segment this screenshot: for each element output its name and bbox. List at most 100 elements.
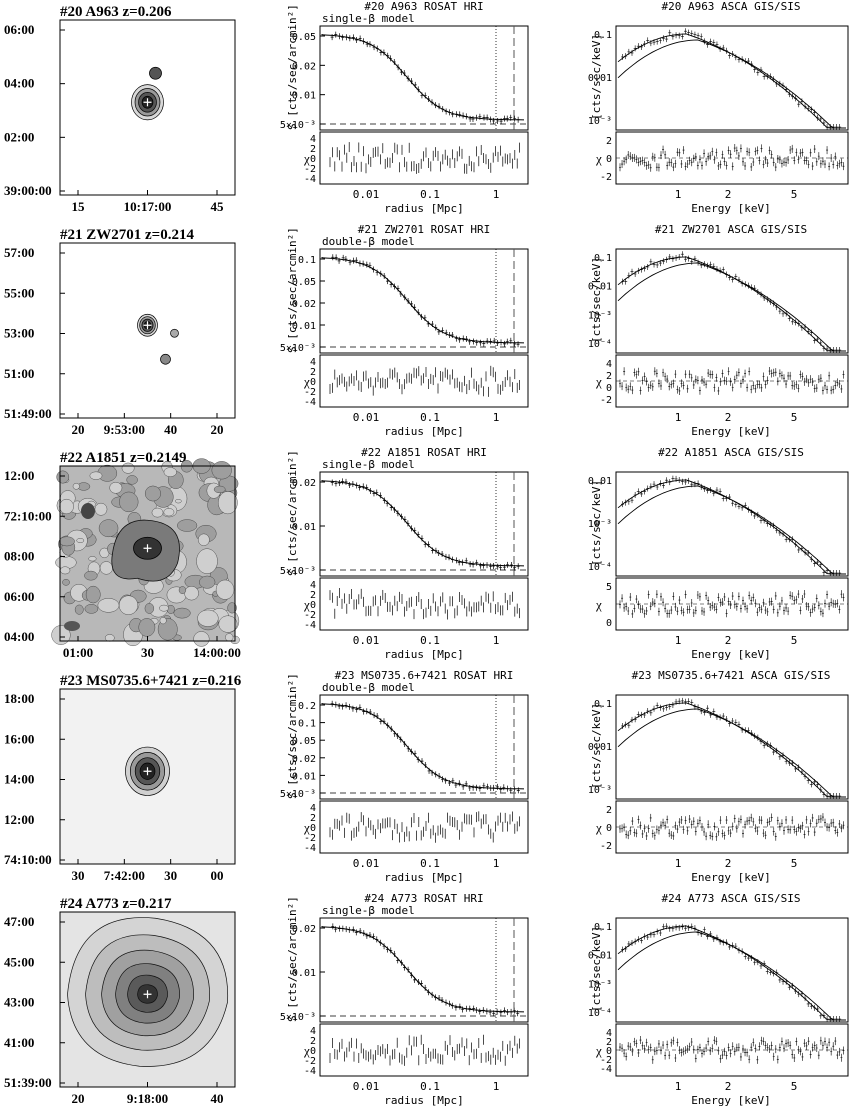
residual-point bbox=[641, 829, 644, 838]
profile-data-point bbox=[499, 1009, 503, 1016]
residual-point bbox=[756, 608, 759, 617]
residual-point bbox=[758, 815, 761, 824]
spectrum-data-point bbox=[702, 926, 706, 933]
spectrum-data-point bbox=[687, 255, 691, 262]
spectrum-data-point bbox=[690, 699, 694, 706]
ra-tick-label: 40 bbox=[211, 1091, 224, 1106]
residual-point bbox=[750, 162, 753, 171]
profile-data-point bbox=[430, 991, 434, 998]
noise-blob bbox=[72, 482, 80, 490]
spectrum-data-point bbox=[721, 266, 725, 273]
spectrum-data-point bbox=[775, 304, 779, 311]
residual-point bbox=[840, 384, 843, 393]
residual-point bbox=[764, 155, 767, 164]
noise-blob bbox=[98, 519, 119, 538]
chi-ytick: -2 bbox=[304, 387, 316, 398]
spectrum-data-point bbox=[800, 990, 804, 997]
profile-data-point bbox=[368, 41, 372, 48]
spectrum-data-point bbox=[838, 1016, 842, 1022]
residual-point bbox=[666, 609, 669, 618]
profile-ytick: 0.1 bbox=[298, 719, 316, 730]
noise-blob bbox=[163, 508, 175, 517]
noise-blob bbox=[218, 615, 238, 633]
chi-ytick: 4 bbox=[310, 134, 316, 145]
spectrum-data-point bbox=[655, 702, 659, 709]
spectrum-data-point bbox=[696, 259, 700, 266]
spectrum-data-point bbox=[712, 263, 716, 270]
spectrum-data-point bbox=[734, 719, 738, 726]
spectrum-data-point bbox=[671, 475, 675, 482]
residual-point bbox=[770, 150, 773, 159]
residual-point bbox=[645, 161, 648, 170]
profile-data-point bbox=[409, 748, 413, 755]
residual-point bbox=[770, 1041, 773, 1050]
residual-point bbox=[637, 367, 640, 376]
residual-point bbox=[696, 591, 699, 600]
residual-point bbox=[717, 593, 720, 602]
profile-data-point bbox=[365, 932, 369, 939]
residual-point bbox=[758, 1042, 761, 1051]
spectrum-data-point bbox=[753, 732, 757, 739]
spectrum-ytick: 0.01 bbox=[588, 282, 612, 293]
profile-data-point bbox=[399, 736, 403, 743]
spectrum-data-point bbox=[790, 982, 794, 989]
chi-ytick: -2 bbox=[600, 841, 612, 852]
ra-tick-label: 20 bbox=[72, 1091, 85, 1106]
profile-data-point bbox=[417, 979, 421, 986]
spectrum-data-point bbox=[696, 32, 700, 39]
residual-point bbox=[627, 385, 630, 394]
spectrum-data-point bbox=[633, 716, 637, 723]
residual-point bbox=[649, 813, 652, 822]
profile-data-point bbox=[392, 283, 396, 290]
profile-data-point bbox=[382, 943, 386, 950]
profile-data-point bbox=[368, 262, 372, 269]
profile-data-point bbox=[454, 335, 458, 342]
profile-data-point bbox=[468, 115, 472, 122]
profile-data-point bbox=[351, 705, 355, 712]
profile-data-point bbox=[461, 783, 465, 790]
residual-point bbox=[725, 816, 728, 825]
cluster-row-23: #23 MS0735.6+7421 z=0.216 18:00 16:00 14:00… bbox=[0, 669, 851, 891]
spectrum-data-point bbox=[671, 255, 675, 262]
residual-point bbox=[666, 1040, 669, 1049]
residual-point bbox=[682, 608, 685, 617]
residual-point bbox=[703, 827, 706, 836]
profile-data-point bbox=[506, 785, 510, 792]
spectrum-data-point bbox=[756, 69, 760, 76]
profile-ytick: 0.05 bbox=[292, 736, 316, 747]
residual-point bbox=[811, 813, 814, 822]
residual-point bbox=[684, 1046, 687, 1055]
residual-point bbox=[619, 1043, 621, 1052]
noise-blob bbox=[74, 604, 84, 615]
profile-ylabel: S [cts/sec/arcmin²] bbox=[286, 4, 299, 130]
profile-data-point bbox=[485, 1008, 489, 1015]
profile-data-point bbox=[416, 756, 420, 763]
residual-point bbox=[803, 830, 806, 839]
spectrum-data-point bbox=[643, 40, 647, 47]
profile-ylabel: S [cts/sec/arcmin²] bbox=[286, 450, 299, 576]
residual-point bbox=[705, 1044, 708, 1053]
profile-data-point bbox=[348, 703, 352, 710]
spectrum-data-point bbox=[621, 278, 625, 285]
centroid-marker bbox=[143, 767, 152, 776]
ra-tick-label: 00 bbox=[211, 868, 224, 883]
profile-data-point bbox=[423, 761, 427, 768]
profile-data-point bbox=[420, 758, 424, 765]
profile-data-point bbox=[392, 950, 396, 957]
residual-point bbox=[668, 1051, 671, 1060]
noise-blob bbox=[85, 585, 101, 604]
spectrum-data-point bbox=[709, 38, 713, 45]
profile-data-point bbox=[409, 525, 413, 532]
cluster-row-24: #24 A773 z=0.217 47:00 45:00 43:00 41:00 51:3… bbox=[0, 892, 851, 1114]
residual-point bbox=[735, 371, 738, 380]
residual-point bbox=[694, 152, 697, 161]
dec-tick-label: 57:00 bbox=[4, 245, 34, 260]
profile-ylabel: S [cts/sec/arcmin²] bbox=[286, 227, 299, 353]
spectrum-data-point bbox=[627, 272, 631, 279]
residual-point bbox=[705, 591, 708, 600]
cluster-row-22: #22 A1851 z=0.2149 12:00 72:10:00 08:00 06:0… bbox=[0, 446, 851, 668]
profile-data-point bbox=[451, 556, 455, 563]
residual-point bbox=[824, 160, 826, 169]
profile-data-point bbox=[368, 488, 372, 495]
residual-point bbox=[633, 368, 636, 377]
